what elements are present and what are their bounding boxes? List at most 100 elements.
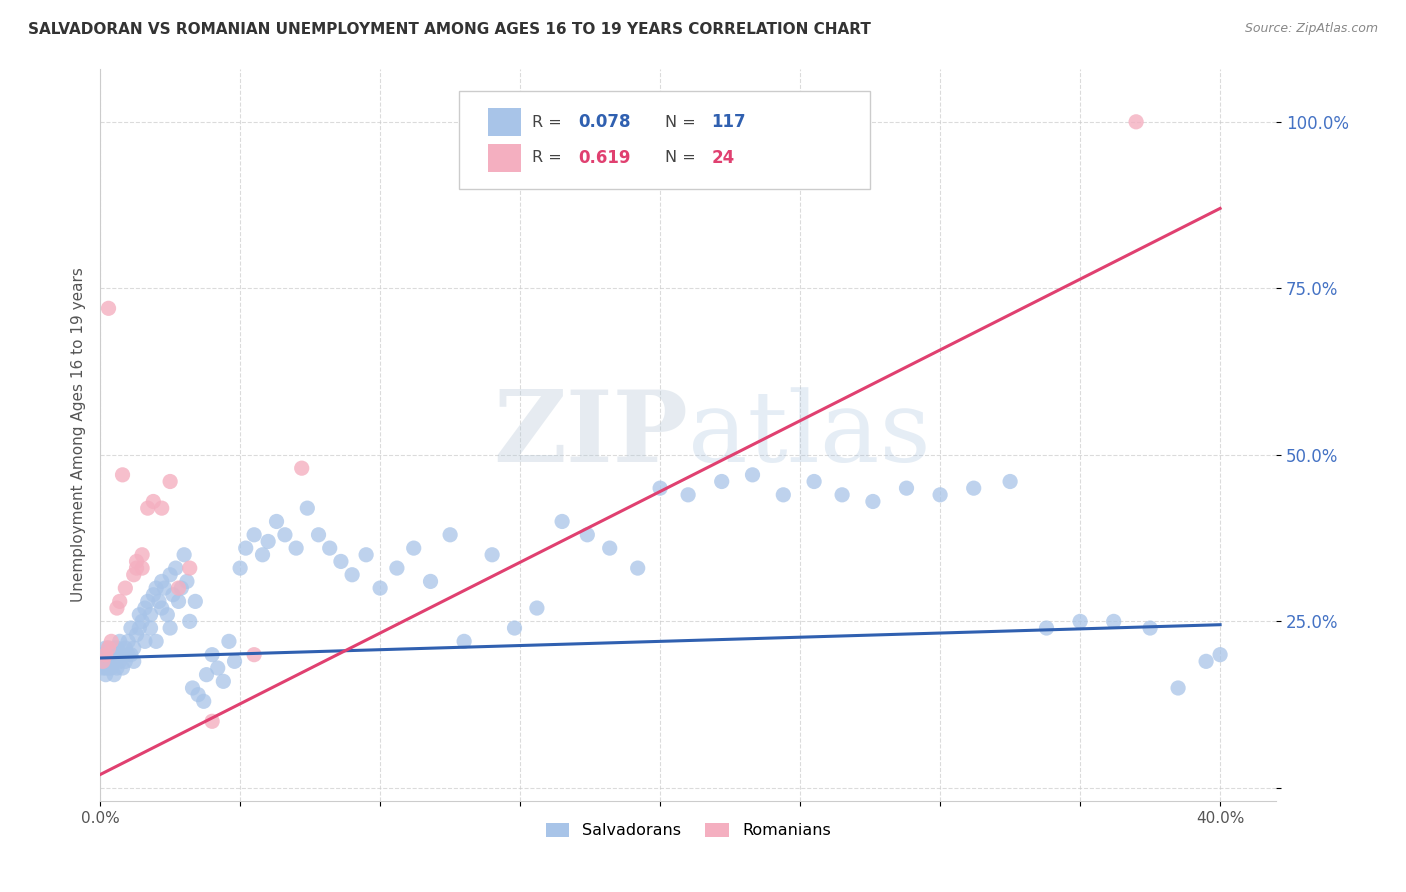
Point [111,661,134,675]
Point [184,594,207,608]
Point [167,594,190,608]
Point [150,601,173,615]
Point [207,661,229,675]
Point [195,667,218,681]
Point [108,594,131,608]
Point [108,634,131,648]
Point [122,640,145,655]
Point [308,528,330,542]
Point [134,634,156,648]
Point [419,574,441,589]
Point [285,541,308,555]
Point [103,667,125,681]
Point [201,648,224,662]
Point [136,501,159,516]
Point [741,467,763,482]
Point [229,561,252,575]
Point [97,301,120,316]
Point [862,494,884,508]
Point [453,634,475,648]
Point [179,615,201,629]
Point [91,654,114,668]
Text: ZIP: ZIP [494,386,688,483]
Point [142,588,165,602]
Point [114,581,136,595]
Text: Source: ZipAtlas.com: Source: ZipAtlas.com [1244,22,1378,36]
Text: 0.078: 0.078 [579,113,631,131]
Text: 0.619: 0.619 [579,149,631,167]
Point [170,581,193,595]
FancyBboxPatch shape [488,145,522,172]
Point [159,567,181,582]
Point [94,640,117,655]
Point [252,548,274,562]
Text: N =: N = [665,115,696,129]
Point [139,621,162,635]
Point [257,534,280,549]
Point [1195,654,1218,668]
Text: atlas: atlas [688,387,931,483]
Point [134,601,156,615]
Point [340,567,363,582]
Point [1139,621,1161,635]
Point [526,601,548,615]
Point [235,541,257,555]
Point [117,648,139,662]
Point [179,561,201,575]
Point [105,640,128,655]
Point [503,621,526,635]
Point [100,654,122,668]
Point [103,654,125,668]
Point [181,681,204,695]
Point [108,648,131,662]
Point [97,640,120,655]
Point [94,648,117,662]
Point [998,475,1021,489]
Text: 117: 117 [711,113,747,131]
Point [125,554,148,568]
Point [291,461,314,475]
Point [94,648,117,662]
Point [402,541,425,555]
Point [319,541,342,555]
Point [676,488,699,502]
Point [145,581,167,595]
Point [91,654,114,668]
Point [1069,615,1091,629]
Point [551,515,574,529]
Point [91,648,114,662]
Point [1209,648,1232,662]
Point [150,501,173,516]
Point [167,581,190,595]
Text: 24: 24 [711,149,735,167]
Point [120,621,142,635]
Point [150,574,173,589]
Point [94,654,117,668]
Point [97,654,120,668]
Point [94,661,117,675]
Point [122,567,145,582]
Point [329,554,352,568]
Text: N =: N = [665,150,696,165]
Point [105,601,128,615]
Point [156,607,179,622]
Point [148,594,170,608]
Point [91,661,114,675]
Point [159,621,181,635]
Point [599,541,621,555]
Point [94,667,117,681]
Point [193,694,215,708]
FancyBboxPatch shape [488,108,522,136]
Point [648,481,671,495]
Point [120,648,142,662]
Point [274,528,297,542]
Point [136,594,159,608]
Point [105,661,128,675]
Point [929,488,952,502]
Point [100,661,122,675]
Point [97,661,120,675]
Point [1102,615,1125,629]
Point [368,581,391,595]
Point [100,634,122,648]
Point [125,628,148,642]
